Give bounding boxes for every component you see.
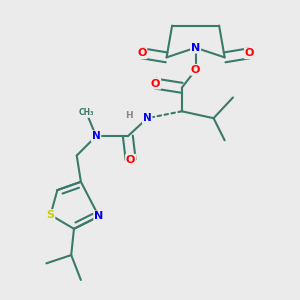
Text: N: N <box>143 113 152 123</box>
Text: CH₃: CH₃ <box>79 108 94 117</box>
Text: O: O <box>151 79 160 88</box>
Text: N: N <box>191 43 200 53</box>
Text: O: O <box>137 48 146 58</box>
Text: N: N <box>94 212 104 221</box>
Text: S: S <box>46 210 55 220</box>
Text: N: N <box>92 131 100 141</box>
Text: O: O <box>126 155 135 165</box>
Text: O: O <box>245 48 254 58</box>
Text: O: O <box>191 65 200 75</box>
Text: H: H <box>125 111 133 120</box>
